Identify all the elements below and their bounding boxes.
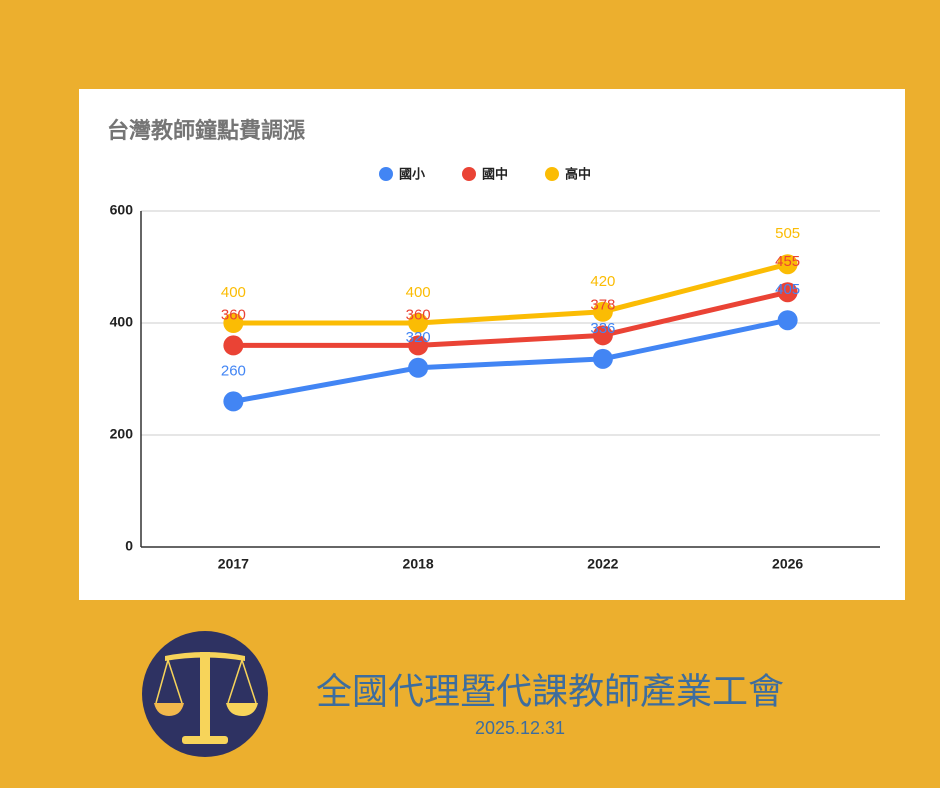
legend-label: 國小	[399, 166, 425, 181]
data-point	[592, 301, 613, 322]
organization-name: 全國代理暨代課教師產業工會	[316, 671, 784, 712]
data-label: 360	[406, 306, 431, 323]
data-label: 400	[406, 284, 431, 301]
data-point	[592, 325, 613, 346]
data-label: 336	[590, 320, 615, 337]
data-point	[777, 282, 798, 303]
data-point	[223, 335, 244, 356]
legend-label: 國中	[482, 166, 508, 181]
x-tick-label: 2026	[772, 556, 803, 572]
data-point	[408, 313, 429, 333]
data-point	[777, 310, 798, 331]
data-label: 360	[221, 306, 246, 323]
data-label: 455	[775, 253, 800, 270]
x-tick-label: 2022	[587, 556, 618, 572]
date: 2025.12.31	[475, 718, 565, 738]
data-label: 405	[775, 281, 800, 298]
y-tick-label: 200	[110, 426, 134, 442]
plot: 0 200 400 600 2017 2018 2022 2026 國小 國中 高中 260 320 33…	[110, 166, 880, 572]
y-tick-label: 600	[110, 202, 134, 218]
data-label: 420	[590, 273, 615, 290]
data-label: 378	[590, 296, 615, 313]
data-point	[223, 313, 244, 333]
series-line	[233, 261, 789, 326]
legend-marker	[462, 167, 476, 181]
y-tick-label: 400	[110, 314, 134, 330]
series-line	[233, 289, 789, 348]
chart-card	[79, 89, 905, 600]
data-label: 505	[775, 225, 800, 242]
data-point	[408, 335, 429, 356]
data-point	[777, 254, 798, 275]
data-point	[223, 391, 244, 412]
y-tick-label: 0	[125, 538, 133, 554]
data-label: 320	[406, 329, 431, 346]
data-point	[592, 348, 613, 369]
legend-marker	[379, 167, 393, 181]
data-label: 400	[221, 284, 246, 301]
x-tick-label: 2017	[218, 556, 249, 572]
legend-label: 高中	[565, 166, 591, 181]
data-label: 260	[221, 362, 246, 379]
logo	[142, 631, 268, 757]
chart-title: 台灣教師鐘點費調漲	[107, 118, 306, 143]
legend-marker	[545, 167, 559, 181]
data-point	[408, 357, 429, 378]
x-tick-label: 2018	[403, 556, 434, 572]
series-line	[232, 317, 789, 404]
